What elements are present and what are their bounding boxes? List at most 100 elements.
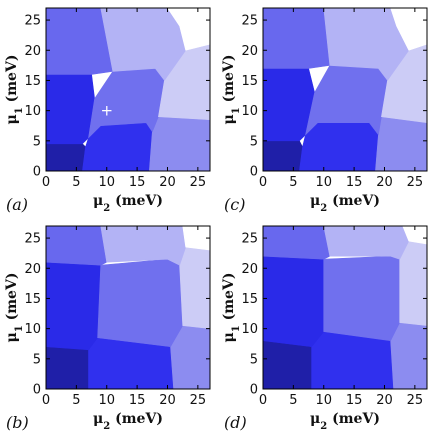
region [311, 331, 394, 389]
y-axis-label-symbol: μ [4, 332, 20, 342]
panel-label: (a) [6, 195, 28, 214]
panel-label: (c) [224, 195, 245, 214]
y-axis-label-subscript: 1 [231, 325, 242, 332]
y-axis-label-unit: (meV) [4, 55, 20, 108]
x-axis-label: μ2 (meV) [310, 411, 380, 432]
panel-label: (b) [6, 413, 29, 432]
y-tick-label: 0 [250, 383, 258, 398]
x-axis-label-symbol: μ [93, 411, 103, 427]
y-axis-label-symbol: μ [221, 332, 237, 342]
x-tick-label: 20 [376, 175, 393, 190]
region [167, 8, 210, 51]
y-tick-label: 25 [241, 232, 258, 247]
y-axis-label: μ1 (meV) [221, 55, 242, 125]
region [263, 226, 331, 260]
region [46, 346, 89, 389]
x-tick-label: 15 [129, 393, 146, 408]
x-tick-label: 25 [190, 175, 207, 190]
region [375, 116, 427, 171]
x-tick-label: 10 [315, 393, 332, 408]
y-tick-label: 5 [250, 134, 258, 149]
y-tick-label: 0 [33, 165, 41, 180]
x-axis-label-subscript: 2 [320, 421, 327, 432]
x-axis-label: μ2 (meV) [310, 193, 380, 214]
y-tick-label: 10 [24, 104, 41, 119]
y-axis-label-subscript: 1 [14, 325, 25, 332]
y-axis-label-unit: (meV) [221, 273, 237, 326]
x-tick-label: 0 [42, 393, 50, 408]
region [399, 240, 427, 326]
axes-frame [45, 225, 211, 390]
y-axis-label-subscript: 1 [14, 107, 25, 114]
y-axis-label: μ1 (meV) [221, 273, 242, 343]
panel-label: (d) [224, 413, 247, 432]
region-group [46, 226, 210, 389]
y-tick-label: 15 [24, 74, 41, 89]
y-tick-label: 5 [33, 134, 41, 149]
x-tick-label: 5 [72, 393, 80, 408]
axes-frame [262, 225, 428, 390]
region [263, 8, 331, 69]
y-tick-label: 25 [24, 232, 41, 247]
x-axis-label-symbol: μ [93, 193, 103, 209]
y-tick-label: 15 [241, 74, 258, 89]
region [390, 322, 427, 389]
region-group [263, 226, 427, 389]
x-tick-label: 25 [407, 393, 424, 408]
x-tick-label: 5 [289, 175, 297, 190]
x-tick-label: 15 [129, 175, 146, 190]
y-tick-label: 20 [24, 44, 41, 59]
y-tick-label: 20 [24, 262, 41, 277]
x-axis-label-subscript: 2 [103, 421, 110, 432]
region [263, 255, 325, 348]
x-tick-label: 10 [315, 175, 332, 190]
x-axis-label-unit: (meV) [110, 411, 163, 427]
region [148, 116, 210, 171]
region [46, 261, 102, 351]
marker-point: + [100, 102, 113, 120]
y-tick-label: 5 [33, 352, 41, 367]
x-axis-label-unit: (meV) [327, 193, 380, 209]
y-tick-label: 0 [250, 165, 258, 180]
x-axis-label-unit: (meV) [327, 411, 380, 427]
x-tick-label: 25 [407, 175, 424, 190]
axes-frame [45, 7, 211, 172]
axes-frame [262, 7, 428, 172]
region [100, 226, 187, 266]
y-axis-label-unit: (meV) [221, 55, 237, 108]
region [299, 122, 379, 171]
region [263, 340, 312, 389]
y-axis-label: μ1 (meV) [4, 273, 25, 343]
y-tick-label: 25 [241, 14, 258, 29]
region [97, 258, 184, 348]
x-tick-label: 15 [346, 393, 363, 408]
region-group [46, 8, 210, 171]
region [323, 255, 401, 342]
x-tick-label: 5 [289, 393, 297, 408]
x-tick-label: 0 [259, 393, 267, 408]
y-tick-label: 5 [250, 352, 258, 367]
x-axis-label: μ2 (meV) [93, 411, 163, 432]
x-tick-label: 10 [98, 175, 115, 190]
y-axis-label-unit: (meV) [4, 273, 20, 326]
y-axis-label-symbol: μ [4, 114, 20, 124]
y-tick-label: 10 [241, 104, 258, 119]
y-tick-label: 15 [24, 292, 41, 307]
x-tick-label: 5 [72, 175, 80, 190]
y-axis-label-symbol: μ [221, 114, 237, 124]
region [182, 226, 210, 251]
y-tick-label: 10 [241, 322, 258, 337]
y-axis-label: μ1 (meV) [4, 55, 25, 125]
y-tick-label: 10 [24, 322, 41, 337]
x-tick-label: 15 [346, 175, 363, 190]
x-axis-label: μ2 (meV) [93, 193, 163, 214]
x-tick-label: 0 [42, 175, 50, 190]
y-axis-label-subscript: 1 [231, 107, 242, 114]
x-axis-label-unit: (meV) [110, 193, 163, 209]
y-tick-label: 20 [241, 262, 258, 277]
x-axis-label-subscript: 2 [320, 203, 327, 214]
region [179, 246, 210, 329]
region [46, 226, 108, 266]
